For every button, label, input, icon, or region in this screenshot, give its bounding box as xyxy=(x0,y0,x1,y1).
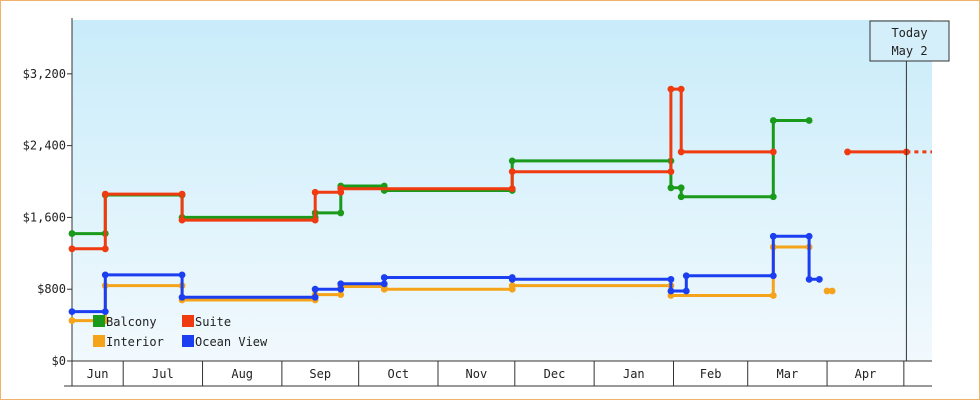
today-date: May 2 xyxy=(891,44,927,58)
data-point xyxy=(508,282,516,290)
data-point xyxy=(311,293,319,301)
data-point xyxy=(68,230,76,237)
data-point xyxy=(68,308,76,316)
data-point xyxy=(677,85,685,93)
data-point xyxy=(337,185,345,193)
legend-label: Suite xyxy=(195,315,231,329)
month-label: Jun xyxy=(87,367,109,381)
x-axis: Jun Jul Aug Sep Oct Nov Dec Jan Feb Mar Apr xyxy=(64,360,932,387)
data-point xyxy=(178,216,186,224)
data-point xyxy=(667,184,675,192)
data-point xyxy=(380,274,388,281)
data-point xyxy=(682,287,690,295)
data-point xyxy=(667,168,675,176)
data-point xyxy=(677,193,685,201)
data-point xyxy=(805,117,813,124)
data-point xyxy=(769,148,777,156)
data-point xyxy=(337,209,345,217)
legend-swatch xyxy=(182,315,194,327)
data-point xyxy=(101,271,109,279)
legend: Balcony Suite Interior Ocean View xyxy=(93,315,268,349)
series-ocean-view xyxy=(68,232,823,316)
data-point xyxy=(508,168,516,176)
data-point xyxy=(311,188,319,196)
month-label: Jan xyxy=(623,367,645,381)
legend-item: Suite xyxy=(182,315,231,329)
data-point xyxy=(68,317,76,325)
data-point xyxy=(380,285,388,293)
data-point xyxy=(101,308,109,316)
data-point xyxy=(823,287,831,295)
y-tick-label: $2,400 xyxy=(23,139,66,153)
data-point xyxy=(769,292,777,299)
legend-item: Ocean View xyxy=(182,335,268,349)
data-point xyxy=(667,85,675,93)
y-tick-label: $1,600 xyxy=(23,210,66,224)
series-layer xyxy=(68,85,932,325)
today-marker: Today May 2 xyxy=(869,20,950,361)
data-point xyxy=(178,293,186,301)
today-label: Today xyxy=(891,26,927,40)
data-point xyxy=(769,117,777,124)
today-box xyxy=(869,20,950,62)
series-suite xyxy=(68,85,932,253)
data-point xyxy=(337,285,345,293)
y-tick-label: $800 xyxy=(37,282,66,296)
data-point xyxy=(682,272,690,280)
month-label: Feb xyxy=(700,367,722,381)
legend-label: Balcony xyxy=(106,315,157,329)
month-label: Nov xyxy=(466,367,488,381)
data-point xyxy=(815,275,823,283)
data-point xyxy=(805,275,813,283)
data-point xyxy=(667,275,675,283)
month-label: Sep xyxy=(309,367,331,381)
series-line xyxy=(72,245,810,323)
y-axis: $0 $800 $1,600 $2,400 $3,200 xyxy=(23,18,73,368)
data-point xyxy=(667,287,675,295)
data-point xyxy=(101,245,109,253)
data-point xyxy=(337,280,345,288)
series-interior xyxy=(68,243,836,325)
data-point xyxy=(508,185,516,193)
data-point xyxy=(769,232,777,240)
series-line xyxy=(72,234,820,314)
data-point xyxy=(508,275,516,283)
data-point xyxy=(769,193,777,201)
data-point xyxy=(508,157,516,165)
data-point xyxy=(68,245,76,253)
data-point xyxy=(337,291,345,298)
legend-swatch xyxy=(93,335,105,347)
legend-swatch xyxy=(93,315,105,327)
legend-item: Balcony xyxy=(93,315,157,329)
y-tick-label: $3,200 xyxy=(23,67,66,81)
data-point xyxy=(677,148,685,156)
month-label: Jul xyxy=(152,367,174,381)
legend-label: Interior xyxy=(106,335,164,349)
data-point xyxy=(178,190,186,198)
month-label: Mar xyxy=(777,367,799,381)
legend-label: Ocean View xyxy=(195,335,268,349)
data-point xyxy=(178,271,186,279)
month-label: Aug xyxy=(231,367,253,381)
data-point xyxy=(311,285,319,293)
y-tick-label: $0 xyxy=(52,354,66,368)
data-point xyxy=(769,272,777,280)
data-point xyxy=(828,287,836,295)
month-label: Dec xyxy=(544,367,566,381)
legend-item: Interior xyxy=(93,335,164,349)
data-point xyxy=(844,148,851,156)
data-point xyxy=(101,190,109,198)
data-point xyxy=(311,216,319,224)
legend-swatch xyxy=(182,335,194,347)
month-label: Apr xyxy=(855,367,877,381)
month-label: Oct xyxy=(387,367,409,381)
data-point xyxy=(677,184,685,192)
data-point xyxy=(380,280,388,288)
data-point xyxy=(805,232,813,240)
